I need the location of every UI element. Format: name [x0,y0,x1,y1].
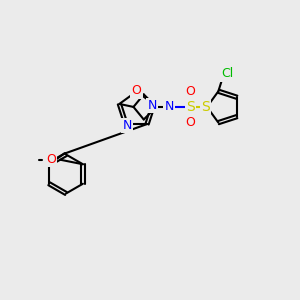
Text: S: S [201,100,210,114]
Text: N: N [147,99,157,112]
Text: O: O [46,153,56,166]
Text: N: N [164,100,174,113]
Text: O: O [132,84,141,98]
Text: O: O [185,116,195,129]
Text: N: N [123,119,132,132]
Text: O: O [185,85,195,98]
Text: Cl: Cl [221,67,233,80]
Text: S: S [186,100,195,114]
